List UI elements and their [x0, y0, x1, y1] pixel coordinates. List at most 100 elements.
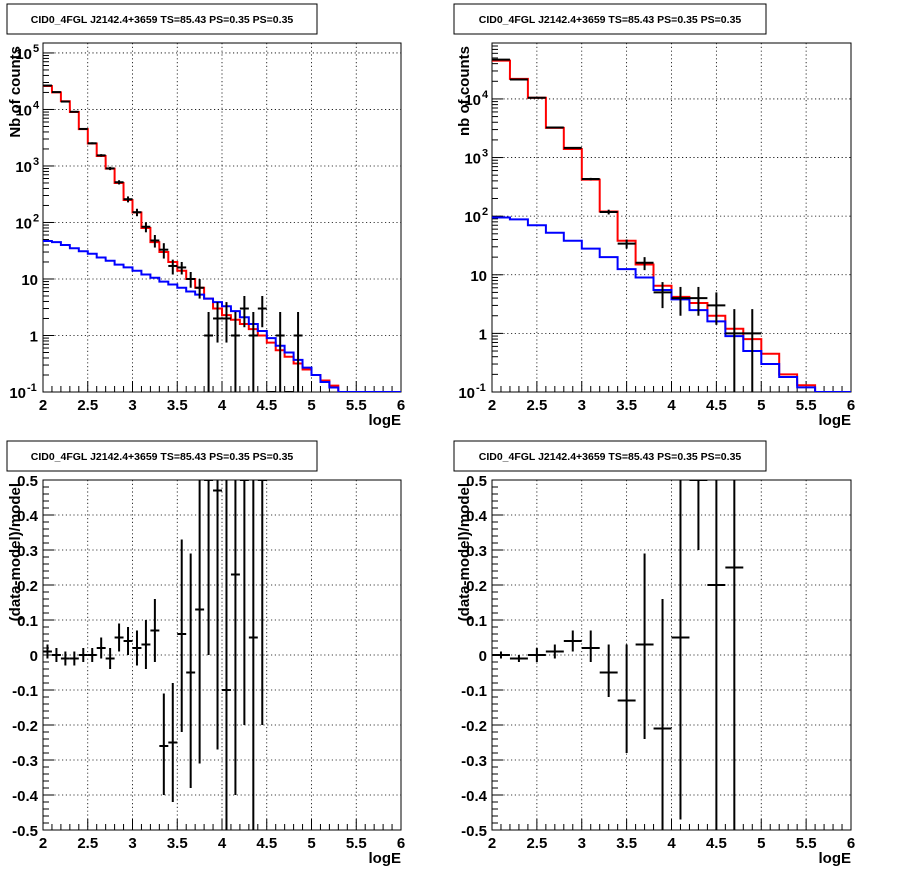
x-tick-label: 5 [307, 835, 315, 852]
x-tick-label: 5 [307, 397, 315, 414]
x-axis-label: logE [369, 412, 402, 429]
y-tick-exponent: 5 [33, 43, 39, 55]
chart-panel-3: CID0_4FGL J2142.4+3659 TS=85.43 PS=0.35 … [6, 440, 405, 867]
x-tick-label: 5.5 [796, 835, 817, 852]
data-point [159, 693, 169, 795]
x-tick-label: 2.5 [526, 397, 547, 414]
data-point [195, 480, 205, 764]
y-tick-label: -0.5 [461, 823, 487, 840]
data-point [671, 480, 690, 820]
chart-title: CID0_4FGL J2142.4+3659 TS=85.43 PS=0.35 … [479, 451, 742, 463]
data-point [204, 312, 214, 392]
x-tick-label: 6 [397, 835, 405, 852]
data-point [671, 286, 690, 316]
y-tick-label: 10 [470, 268, 487, 285]
data-point [123, 196, 133, 203]
y-tick-label: -0.5 [12, 823, 38, 840]
y-tick-exponent: 2 [482, 206, 488, 218]
series-2-step-line [43, 240, 401, 392]
y-tick-label: 0.1 [17, 613, 38, 630]
data-point [60, 100, 70, 103]
data-point [177, 539, 187, 732]
data-point [204, 480, 214, 655]
data-point [213, 302, 222, 343]
data-point [132, 630, 142, 666]
y-tick-label: 10 [15, 102, 32, 119]
data-point [545, 126, 564, 129]
title-box [453, 440, 767, 472]
data-point [239, 295, 249, 328]
y-tick-label: -0.3 [12, 753, 38, 770]
chart-title: CID0_4FGL J2142.4+3659 TS=85.43 PS=0.35 … [31, 14, 294, 26]
data-point [222, 480, 231, 830]
x-tick-label: 3 [128, 835, 136, 852]
y-tick-label: 0 [30, 648, 38, 665]
x-tick-label: 2 [39, 835, 47, 852]
x-axis-label: logE [369, 850, 402, 867]
data-point [96, 154, 106, 157]
data-point [563, 146, 582, 149]
y-tick-label: 1 [30, 328, 38, 345]
y-tick-exponent: 3 [33, 156, 39, 168]
data-point [114, 180, 124, 185]
y-axis-label: (data-model)/model [456, 483, 473, 621]
series-2-step-line [492, 216, 851, 392]
x-tick-label: 2 [39, 397, 47, 414]
data-point [168, 259, 178, 275]
data-point [87, 648, 97, 662]
y-tick-label: 10 [9, 385, 26, 402]
data-point [509, 655, 528, 662]
y-tick-exponent: -1 [476, 382, 486, 394]
title-box [6, 3, 318, 35]
data-point [492, 651, 510, 659]
x-tick-label: 4.5 [256, 835, 277, 852]
data-point [150, 235, 160, 248]
chart-panel-1: CID0_4FGL J2142.4+3659 TS=85.43 PS=0.35 … [6, 3, 405, 429]
data-point [257, 295, 267, 328]
data-point [69, 651, 79, 666]
data-point [581, 177, 600, 181]
data-point [599, 644, 618, 697]
y-tick-label: -0.2 [12, 718, 38, 735]
data-point [689, 480, 708, 550]
y-tick-exponent: 4 [482, 89, 489, 101]
x-tick-label: 6 [397, 397, 405, 414]
y-tick-label: -0.1 [461, 683, 487, 700]
data-point [78, 648, 88, 662]
x-tick-label: 4.5 [706, 835, 727, 852]
x-tick-label: 5.5 [346, 835, 367, 852]
data-point [78, 127, 88, 130]
y-tick-label: -0.2 [461, 718, 487, 735]
y-tick-label: 10 [464, 209, 481, 226]
y-tick-label: 0.4 [17, 508, 39, 525]
data-point [653, 599, 672, 830]
x-tick-label: 6 [847, 397, 855, 414]
data-point [43, 644, 52, 659]
data-point [725, 480, 744, 830]
data-point [105, 166, 115, 171]
y-tick-exponent: -1 [27, 382, 37, 394]
y-tick-label: 0.5 [17, 473, 38, 490]
x-tick-label: 3.5 [616, 397, 637, 414]
data-point [581, 630, 600, 662]
y-tick-label: 0.3 [466, 543, 487, 560]
y-tick-label: 10 [15, 46, 32, 63]
data-point [132, 208, 142, 217]
data-point [123, 627, 133, 655]
data-point [725, 309, 744, 392]
data-point [159, 243, 169, 259]
x-tick-label: 6 [847, 835, 855, 852]
y-tick-label: -0.4 [12, 788, 39, 805]
x-tick-label: 2 [488, 397, 496, 414]
y-tick-label: 10 [15, 215, 32, 232]
data-point [222, 302, 231, 343]
data-point [195, 278, 205, 299]
y-tick-label: 0.1 [466, 613, 487, 630]
data-point [60, 651, 70, 666]
data-point [114, 623, 124, 652]
x-tick-label: 4.5 [706, 397, 727, 414]
x-tick-label: 5 [757, 835, 765, 852]
y-tick-exponent: 2 [33, 212, 39, 224]
data-point [96, 637, 106, 659]
x-tick-label: 5.5 [346, 397, 367, 414]
